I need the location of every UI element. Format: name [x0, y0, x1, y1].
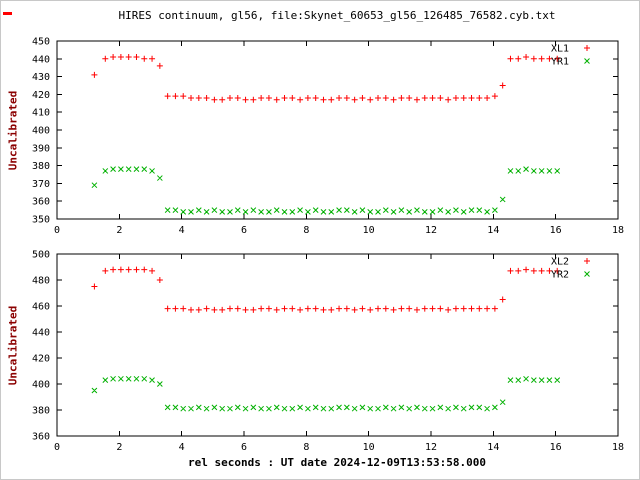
y-tick-label: 390	[32, 143, 50, 154]
x-tick-label: 8	[303, 225, 309, 236]
x-tick-label: 18	[612, 442, 624, 453]
series-XL1-points	[91, 54, 561, 103]
x-tick-label: 2	[116, 442, 122, 453]
y-tick-label: 400	[32, 380, 50, 391]
y-tick-label: 360	[32, 197, 50, 208]
y-tick-label: 430	[32, 72, 50, 83]
y-tick-label: 400	[32, 126, 50, 137]
legend-marker-YR1	[584, 58, 590, 64]
x-tick-label: 12	[425, 442, 437, 453]
x-tick-label: 0	[54, 225, 60, 236]
legend-marker-XL2	[584, 258, 590, 264]
chart-title: HIRES continuum, gl56, file:Skynet_60653…	[118, 9, 556, 22]
series-XL2-points	[91, 266, 561, 313]
legend-label-XL1: XL1	[551, 44, 569, 55]
x-tick-label: 0	[54, 442, 60, 453]
y-tick-label: 380	[32, 406, 50, 417]
y-tick-label: 410	[32, 108, 50, 119]
x-axis-label: rel seconds : UT date 2024-12-09T13:53:5…	[187, 456, 486, 469]
x-tick-label: 16	[550, 442, 562, 453]
bottom-plot-panel: 0 2 4 6 8 10 12 14 16 18 360 380 400 420 440 460 480 500 X…	[32, 250, 624, 454]
legend-label-YR2: YR2	[551, 270, 569, 281]
y-tick-label: 460	[32, 302, 50, 313]
x-tick-label: 12	[425, 225, 437, 236]
y-tick-label: 480	[32, 276, 50, 287]
x-tick-label: 6	[241, 225, 247, 236]
stray-red-mark	[3, 12, 12, 15]
x-tick-label: 4	[179, 442, 185, 453]
legend-label-YR1: YR1	[551, 57, 569, 68]
x-tick-label: 10	[363, 442, 375, 453]
y-tick-label: 350	[32, 215, 50, 226]
top-plot-panel: 0 2 4 6 8 10 12 14 16 18 350 360 370 380 390 400 410 420 4…	[32, 37, 624, 237]
x-tick-label: 18	[612, 225, 624, 236]
y-tick-label: 440	[32, 328, 50, 339]
y-tick-label: 380	[32, 161, 50, 172]
x-tick-label: 14	[487, 442, 499, 453]
plot-border	[56, 253, 619, 437]
series-YR2-points	[91, 375, 561, 412]
x-tick-label: 4	[179, 225, 185, 236]
y-tick-label: 450	[32, 37, 50, 48]
y-tick-label: 370	[32, 179, 50, 190]
legend-marker-XL1	[584, 45, 590, 51]
legend-marker-YR2	[584, 271, 590, 277]
x-tick-label: 6	[241, 442, 247, 453]
x-tick-label: 2	[116, 225, 122, 236]
y-tick-label: 440	[32, 54, 50, 65]
series-YR1-points	[91, 166, 561, 215]
x-tick-label: 16	[550, 225, 562, 236]
plot-border	[56, 40, 619, 220]
x-tick-label: 14	[487, 225, 499, 236]
x-tick-label: 8	[303, 442, 309, 453]
y-tick-label: 420	[32, 354, 50, 365]
y-tick-label: 500	[32, 250, 50, 261]
y-tick-label: 360	[32, 432, 50, 443]
x-tick-label: 10	[363, 225, 375, 236]
legend-label-XL2: XL2	[551, 257, 569, 268]
y-tick-label: 420	[32, 90, 50, 101]
